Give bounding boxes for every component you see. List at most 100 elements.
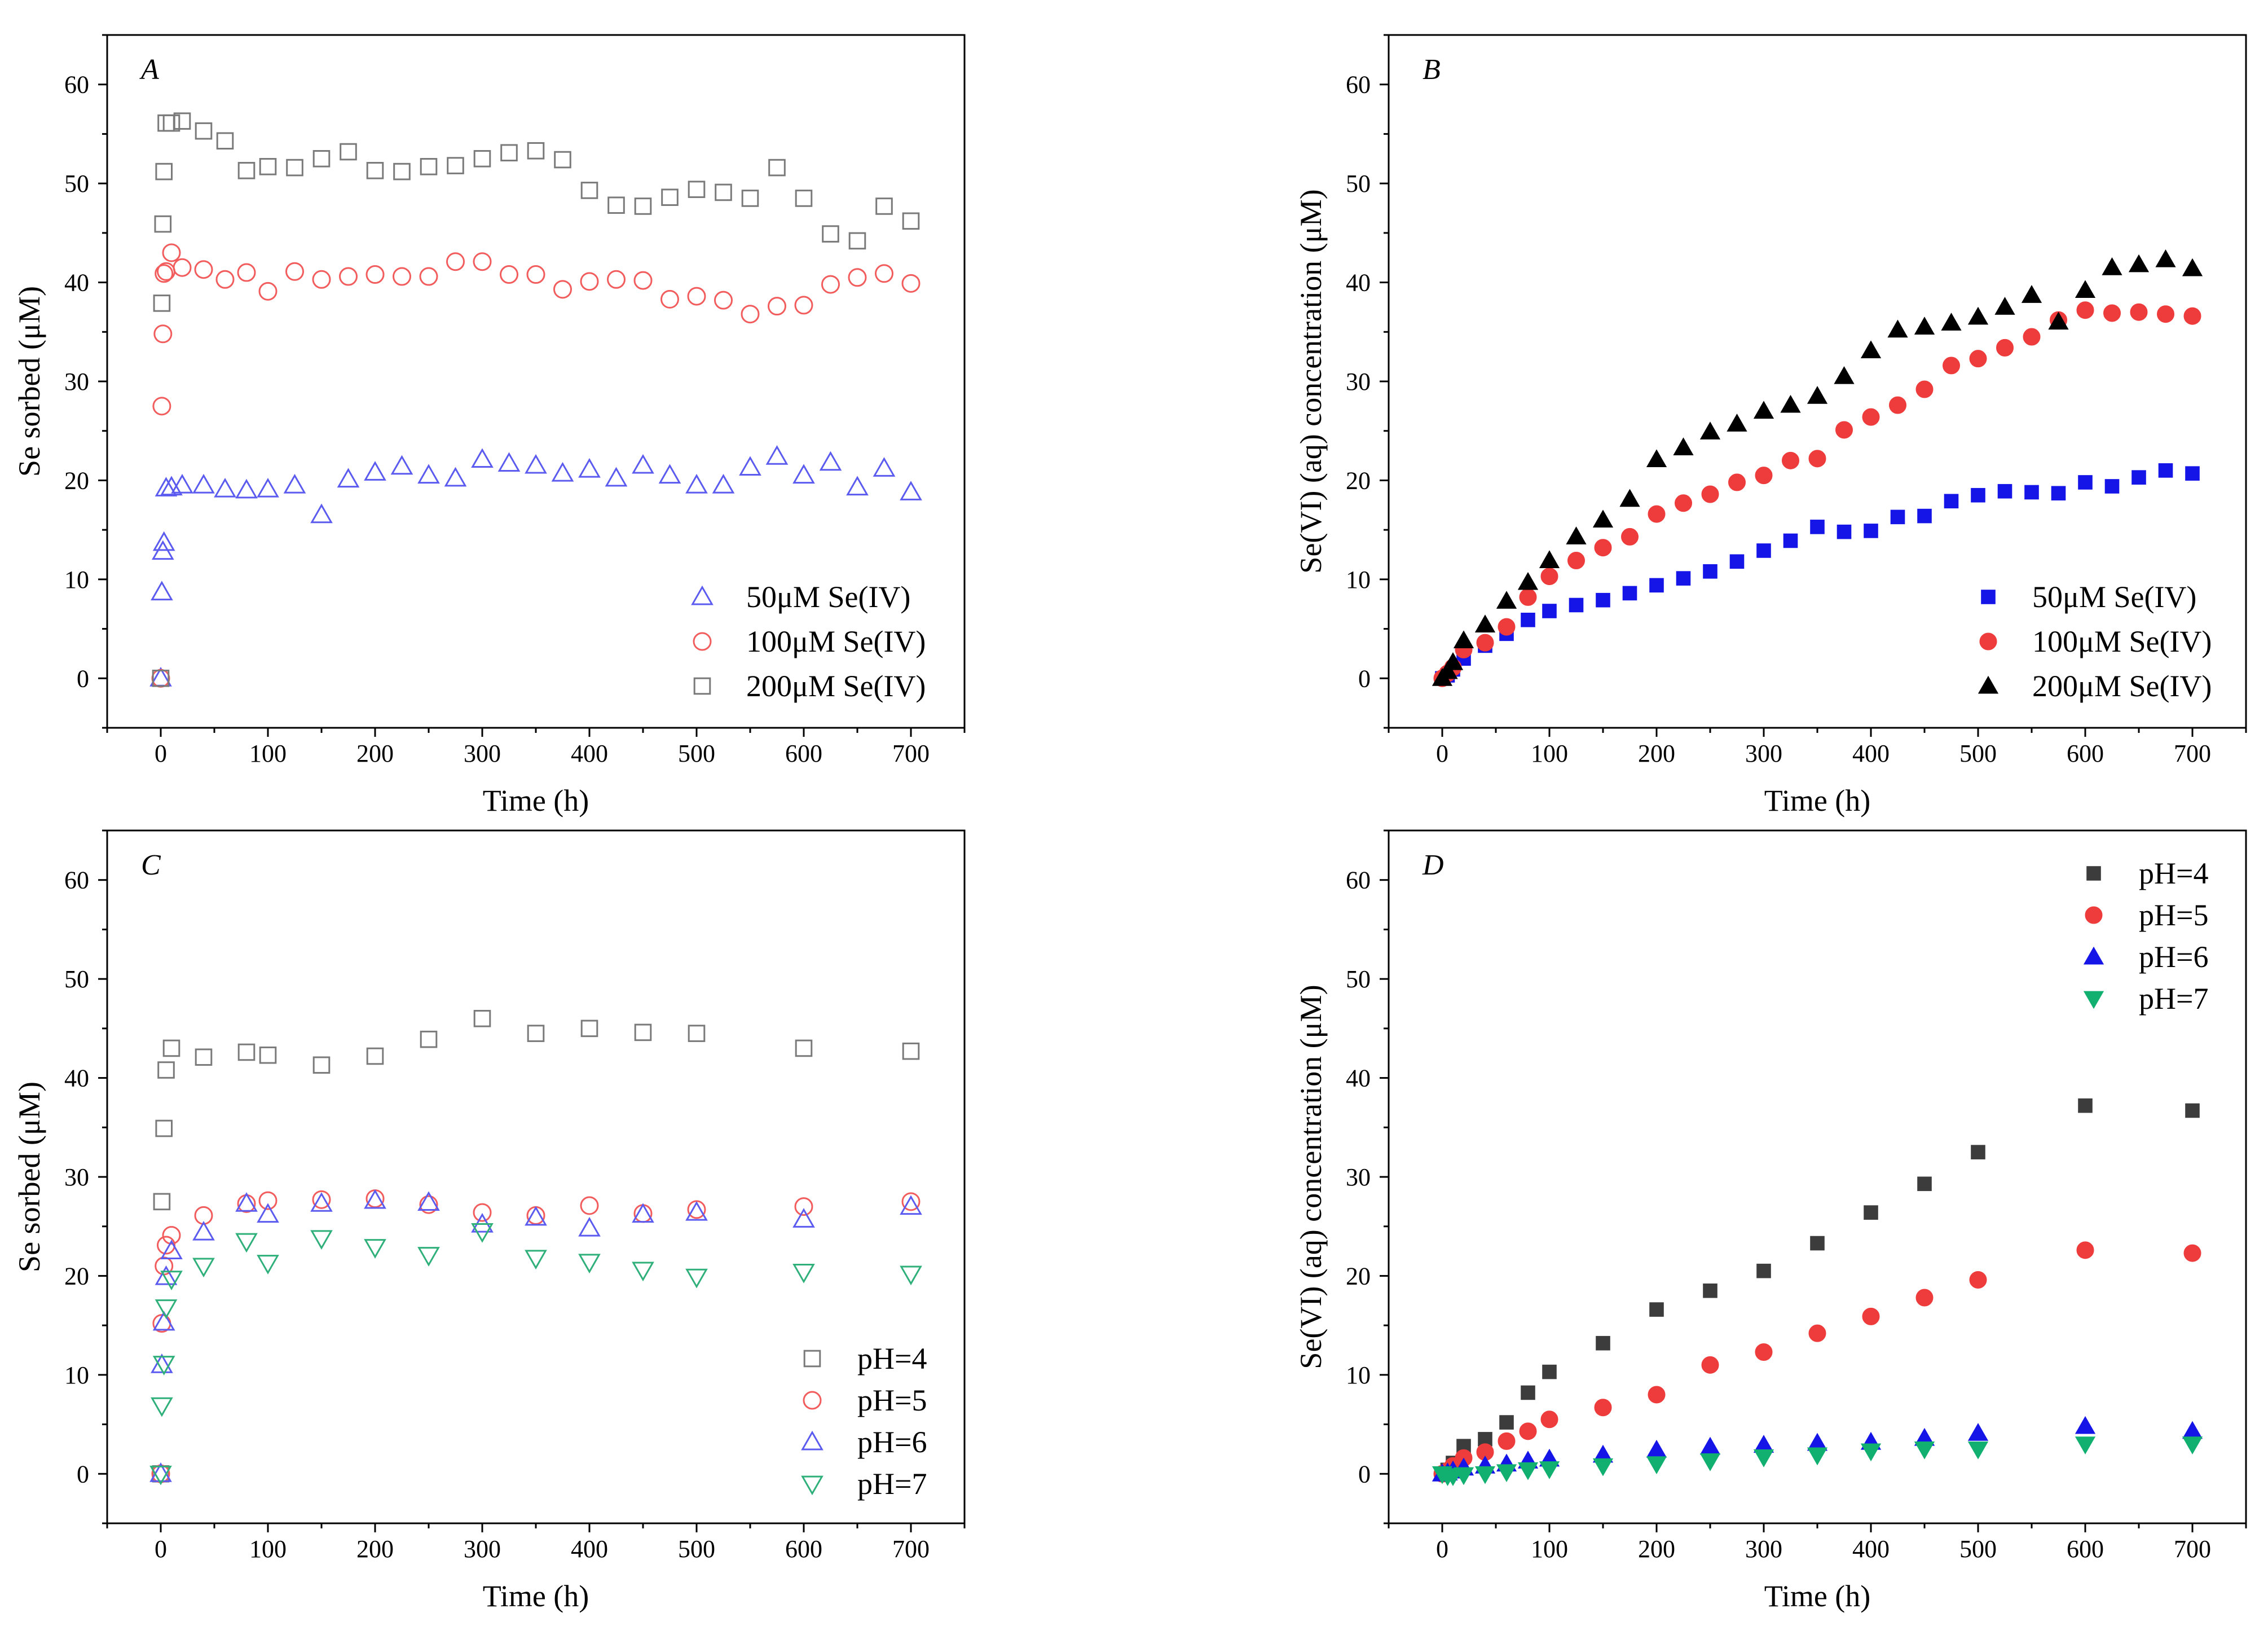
x-tick-label: 200	[356, 1535, 394, 1563]
data-point	[1703, 1283, 1717, 1298]
data-point	[258, 1191, 278, 1210]
data-point	[155, 264, 174, 283]
data-point	[1542, 604, 1557, 618]
data-point	[1808, 450, 1826, 468]
x-tick-label: 0	[1436, 1535, 1448, 1563]
data-point	[660, 289, 679, 309]
data-point	[339, 267, 358, 286]
data-point	[365, 265, 385, 284]
data-point	[1914, 317, 1935, 335]
data-point	[152, 1356, 175, 1375]
legend-label: pH=5	[2139, 898, 2208, 932]
data-point	[2103, 304, 2121, 322]
data-point	[553, 280, 572, 299]
data-point	[846, 476, 869, 496]
data-point	[902, 1042, 920, 1060]
data-point	[685, 1201, 708, 1221]
data-point	[1997, 484, 2012, 499]
data-point	[795, 1039, 813, 1057]
data-point	[2051, 486, 2066, 501]
y-tick-label: 10	[64, 1361, 89, 1389]
data-point	[739, 456, 761, 476]
data-point	[192, 473, 215, 494]
data-point	[312, 1190, 331, 1209]
data-point	[216, 132, 234, 150]
y-tick-label: 30	[1346, 368, 1371, 395]
y-tick-label: 0	[77, 665, 89, 692]
data-point	[632, 1262, 654, 1282]
data-point	[1862, 408, 1880, 426]
data-point	[1619, 489, 1640, 507]
data-point	[900, 1265, 922, 1286]
data-point	[2132, 470, 2146, 485]
x-tick-label: 500	[678, 1535, 715, 1563]
data-point	[848, 268, 867, 287]
x-tick-label: 500	[678, 740, 715, 767]
y-tick-label: 60	[1346, 71, 1371, 99]
data-point	[1521, 612, 1535, 627]
data-point	[822, 225, 839, 243]
data-point	[1675, 494, 1692, 512]
y-axis-title: Se(VI) (aq) concentration (μM)	[1294, 985, 1328, 1369]
data-point	[1540, 568, 1558, 586]
y-tick-label: 20	[64, 1262, 89, 1290]
data-point	[578, 1254, 601, 1274]
y-tick-label: 10	[64, 566, 89, 594]
data-point	[257, 477, 279, 498]
data-point	[1890, 509, 1905, 525]
x-tick-label: 200	[356, 740, 394, 767]
data-point	[1808, 1324, 1826, 1342]
x-axis-title: Time (h)	[483, 784, 589, 818]
x-tick-label: 700	[892, 740, 930, 767]
data-point	[1517, 572, 1539, 590]
data-point	[1944, 494, 1959, 509]
data-point	[688, 181, 706, 198]
y-tick-label: 40	[64, 1065, 89, 1092]
data-point	[658, 464, 681, 484]
data-point	[1967, 1423, 1989, 1441]
data-point	[1498, 618, 1516, 636]
data-point	[1699, 1453, 1721, 1471]
y-tick-label: 60	[64, 867, 89, 894]
data-point	[151, 581, 173, 601]
data-point	[1887, 319, 1908, 338]
data-point	[1648, 1386, 1666, 1404]
data-point	[794, 296, 813, 315]
data-point	[1453, 630, 1474, 649]
data-point	[821, 275, 840, 294]
legend-marker	[2086, 866, 2101, 881]
data-point	[580, 182, 598, 199]
data-point	[2048, 311, 2069, 330]
data-point	[1498, 1432, 1516, 1450]
x-tick-label: 500	[1959, 1535, 1997, 1563]
data-point	[1453, 1467, 1474, 1486]
data-point	[364, 1189, 386, 1209]
data-point	[312, 150, 331, 168]
data-point	[417, 1247, 440, 1267]
data-point	[192, 1220, 215, 1241]
data-point	[1699, 421, 1721, 440]
data-point	[364, 1239, 386, 1259]
series-a-1	[151, 243, 921, 688]
panel-label: C	[141, 849, 161, 881]
data-point	[578, 1216, 601, 1237]
x-tick-label: 700	[2174, 1535, 2211, 1563]
panel-label: D	[1422, 849, 1444, 881]
data-point	[1519, 588, 1537, 606]
x-tick-label: 600	[2067, 740, 2104, 767]
data-point	[160, 1240, 183, 1260]
legend-label: pH=7	[2139, 982, 2208, 1016]
data-point	[2078, 475, 2093, 490]
panel-label: B	[1423, 54, 1441, 86]
y-tick-label: 60	[64, 71, 89, 99]
data-point	[1676, 571, 1691, 586]
data-point	[1566, 526, 1587, 544]
data-point	[214, 477, 236, 498]
data-point	[285, 262, 304, 281]
data-point	[848, 232, 866, 250]
data-point	[152, 1311, 175, 1331]
data-point	[1476, 634, 1494, 652]
data-point	[526, 265, 545, 284]
legend-marker	[693, 677, 711, 695]
